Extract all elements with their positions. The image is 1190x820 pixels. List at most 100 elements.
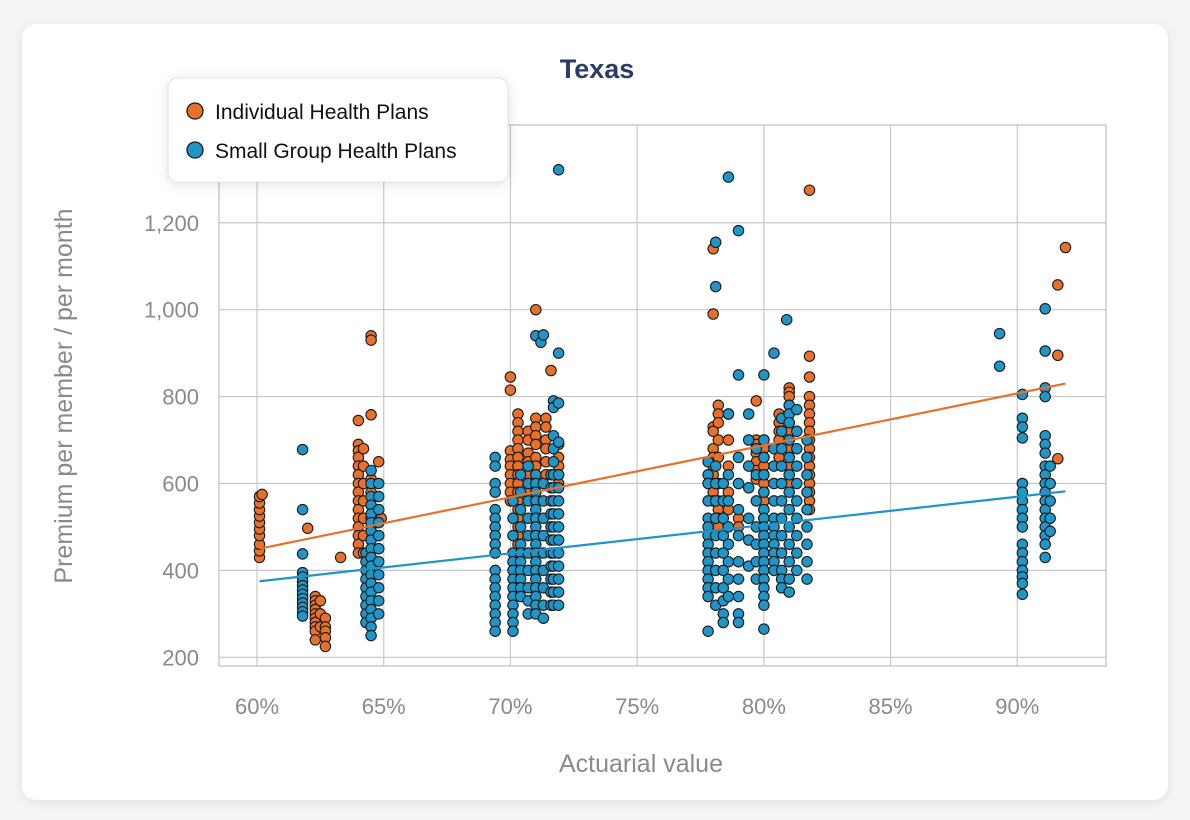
data-point: [712, 434, 725, 446]
trendlines: [259, 382, 1066, 583]
data-point: [301, 522, 314, 535]
plot-frame: [218, 124, 1107, 667]
data-point: [504, 384, 517, 396]
data-point: [1039, 551, 1051, 564]
data-point: [1016, 421, 1029, 433]
data-point: [309, 634, 322, 646]
data-point: [783, 573, 795, 585]
y-tick-label: 1,200: [144, 211, 199, 236]
data-point: [1044, 477, 1056, 490]
data-point: [1044, 495, 1056, 507]
data-point: [732, 477, 745, 490]
grid: [219, 125, 1106, 666]
data-point: [732, 590, 745, 603]
data-point: [775, 495, 788, 507]
data-point: [758, 623, 770, 635]
data-point: [530, 438, 542, 451]
data-point: [783, 469, 795, 481]
data-point: [709, 280, 722, 293]
data-point: [702, 625, 714, 637]
data-point: [732, 451, 745, 464]
data-point: [352, 414, 365, 427]
data-point: [780, 313, 793, 326]
x-axis-label: Actuarial value: [559, 750, 723, 778]
data-point: [489, 460, 501, 472]
data-point: [1016, 577, 1029, 590]
data-point: [803, 350, 816, 362]
data-point: [1052, 452, 1064, 465]
data-point: [552, 573, 565, 585]
data-point: [758, 599, 770, 611]
data-point: [514, 469, 527, 481]
data-point: [552, 164, 565, 176]
data-point: [552, 347, 565, 359]
data-point: [791, 477, 803, 490]
data-point: [1052, 349, 1064, 362]
data-point: [750, 395, 763, 407]
data-point: [717, 616, 730, 629]
data-point: [547, 456, 560, 468]
data-point: [758, 451, 770, 464]
data-point: [702, 590, 714, 603]
data-point: [552, 599, 565, 611]
x-tick-label: 65%: [362, 694, 406, 719]
legend-box: [167, 77, 509, 183]
data-point: [775, 529, 788, 542]
x-tick-label: 60%: [235, 694, 279, 719]
data-point: [1016, 588, 1029, 601]
data-point: [507, 512, 519, 525]
data-point: [552, 436, 565, 448]
data-point: [801, 538, 813, 551]
data-point: [750, 495, 763, 507]
data-point: [722, 521, 735, 533]
data-point: [732, 555, 745, 568]
data-point: [372, 456, 385, 468]
y-tick-label: 600: [162, 471, 199, 496]
data-point: [775, 460, 788, 472]
chart-title: Texas: [560, 54, 635, 84]
data-point: [296, 548, 309, 560]
x-tick-label: 75%: [615, 694, 659, 719]
y-axis-ticks: 200 400 600 800 1,000 1,200: [144, 211, 199, 671]
data-point: [775, 425, 788, 438]
data-point: [783, 538, 795, 551]
data-point: [372, 555, 385, 568]
data-point: [717, 477, 730, 490]
data-point: [783, 503, 795, 516]
data-point: [722, 469, 735, 481]
data-point: [791, 425, 803, 438]
data-point: [791, 529, 803, 542]
data-point: [1044, 512, 1056, 525]
data-point: [1039, 303, 1051, 315]
data-point: [504, 371, 517, 383]
data-point: [314, 595, 327, 607]
data-point: [722, 573, 735, 585]
data-point: [732, 616, 745, 629]
data-point: [1039, 447, 1051, 459]
data-point: [791, 403, 803, 416]
y-axis-label: Premium per member / per month: [50, 208, 78, 583]
data-point: [537, 612, 550, 624]
series-small-group: [296, 164, 1056, 642]
data-point: [552, 560, 565, 572]
data-point: [530, 303, 542, 316]
data-point: [801, 573, 813, 585]
data-point: [783, 416, 795, 429]
data-point: [791, 547, 803, 559]
data-point: [507, 625, 519, 637]
data-point: [742, 482, 755, 494]
data-point: [791, 564, 803, 577]
data-point: [801, 486, 813, 498]
data-point: [372, 542, 385, 555]
data-point: [372, 608, 385, 620]
data-point: [791, 442, 803, 455]
x-tick-label: 80%: [742, 694, 786, 719]
data-point: [334, 551, 347, 564]
data-point: [1044, 460, 1056, 472]
data-point: [372, 582, 385, 594]
data-point: [1052, 279, 1064, 291]
data-point: [758, 369, 770, 381]
x-tick-label: 85%: [869, 694, 913, 719]
series-individual: [253, 184, 1072, 653]
